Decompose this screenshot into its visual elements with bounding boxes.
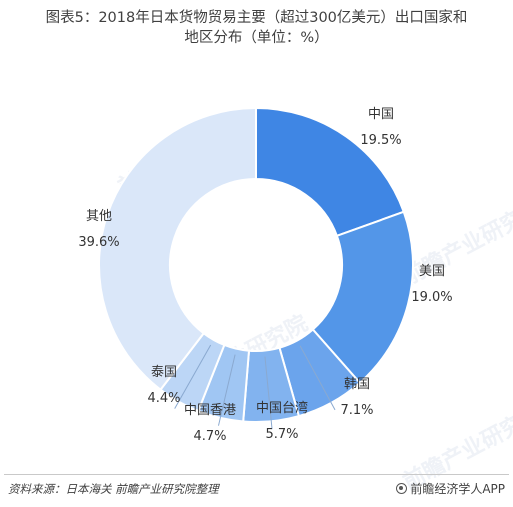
- leader-line-6: [174, 344, 212, 409]
- source-note: 资料来源：日本海关 前瞻产业研究院整理: [8, 482, 219, 496]
- chart-title-line1: 图表5：2018年日本货物贸易主要（超过300亿美元）出口国家和: [45, 10, 468, 26]
- slice-value-label: 39.6%: [78, 235, 119, 250]
- slice-category-label: 美国: [419, 264, 445, 279]
- chart-title: 图表5：2018年日本货物贸易主要（超过300亿美元）出口国家和 地区分布（单位…: [0, 8, 513, 48]
- slice-value-label: 4.7%: [193, 429, 226, 444]
- slice-category-label: 中国: [368, 107, 394, 122]
- slice-value-label: 4.4%: [147, 391, 180, 406]
- slice-category-label: 中国台湾: [256, 400, 308, 416]
- slice-category-label: 其他: [86, 209, 112, 224]
- slice-category-label: 中国香港: [184, 403, 236, 418]
- slice-category-label: 泰国: [151, 365, 177, 380]
- leader-line-4: [264, 356, 273, 430]
- slice-value-label: 7.1%: [340, 403, 373, 418]
- slice-value-label: 19.0%: [411, 290, 452, 305]
- slice-value-label: 5.7%: [265, 427, 298, 442]
- donut-slice-1: [255, 106, 405, 238]
- footer-divider: [4, 474, 509, 475]
- brand-logo-icon: [396, 483, 408, 494]
- leader-line-5: [218, 354, 236, 426]
- brand: 前瞻经济学人APP: [396, 480, 505, 497]
- chart-title-line2: 地区分布（单位：%）: [184, 30, 329, 46]
- brand-name: 前瞻经济学人APP: [410, 482, 505, 496]
- leader-line-3: [299, 345, 336, 411]
- slice-value-label: 19.5%: [360, 133, 401, 148]
- donut-slice-7: [98, 106, 257, 392]
- slice-category-label: 韩国: [344, 377, 370, 392]
